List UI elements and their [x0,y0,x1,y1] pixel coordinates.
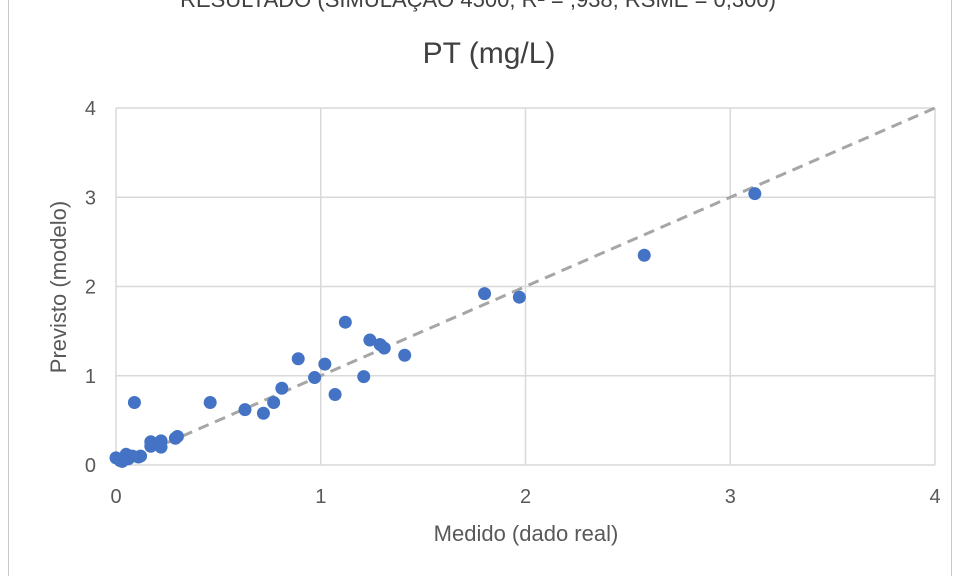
x-tick-label: 3 [725,486,736,508]
reference-line-group [115,106,936,467]
data-point [363,333,377,347]
data-point [291,352,305,366]
y-tick-label: 0 [85,455,96,477]
chart-frame [8,0,952,576]
data-point [267,396,281,410]
data-point [398,348,412,362]
data-point [203,396,217,410]
data-point [275,381,289,395]
x-tick-label: 0 [110,486,121,508]
data-point [637,248,651,262]
y-tick-label: 4 [85,98,96,120]
data-point [318,357,332,371]
grid [115,107,936,466]
data-point [512,290,526,304]
data-points [109,187,762,468]
chart-title: PT (mg/L) [423,37,556,70]
y-tick-labels: 0 1 2 3 4 [85,98,96,477]
data-point [154,434,168,448]
y-tick-label: 2 [85,277,96,299]
reference-line [115,106,936,467]
data-point [127,396,141,410]
data-point [478,287,492,301]
x-tick-labels: 0 1 2 3 4 [110,486,940,508]
x-tick-label: 1 [315,486,326,508]
data-point [256,406,270,420]
x-axis-label: Medido (dado real) [434,521,619,546]
data-point [328,387,342,401]
data-point [748,187,762,201]
data-point [238,403,252,417]
data-point [357,370,371,384]
data-point [377,341,391,355]
x-tick-label: 2 [520,486,531,508]
data-point [338,315,352,329]
y-tick-label: 3 [85,187,96,209]
chart-header-text: RESULTADO (SIMULAÇÃO 4500, R² = ,938; RS… [0,0,956,13]
data-point [144,439,158,453]
y-tick-label: 1 [85,366,96,388]
data-point [170,429,184,443]
x-tick-label: 4 [929,486,940,508]
data-point [308,371,322,385]
y-axis-label: Previsto (modelo) [46,201,71,373]
data-point [134,449,148,463]
